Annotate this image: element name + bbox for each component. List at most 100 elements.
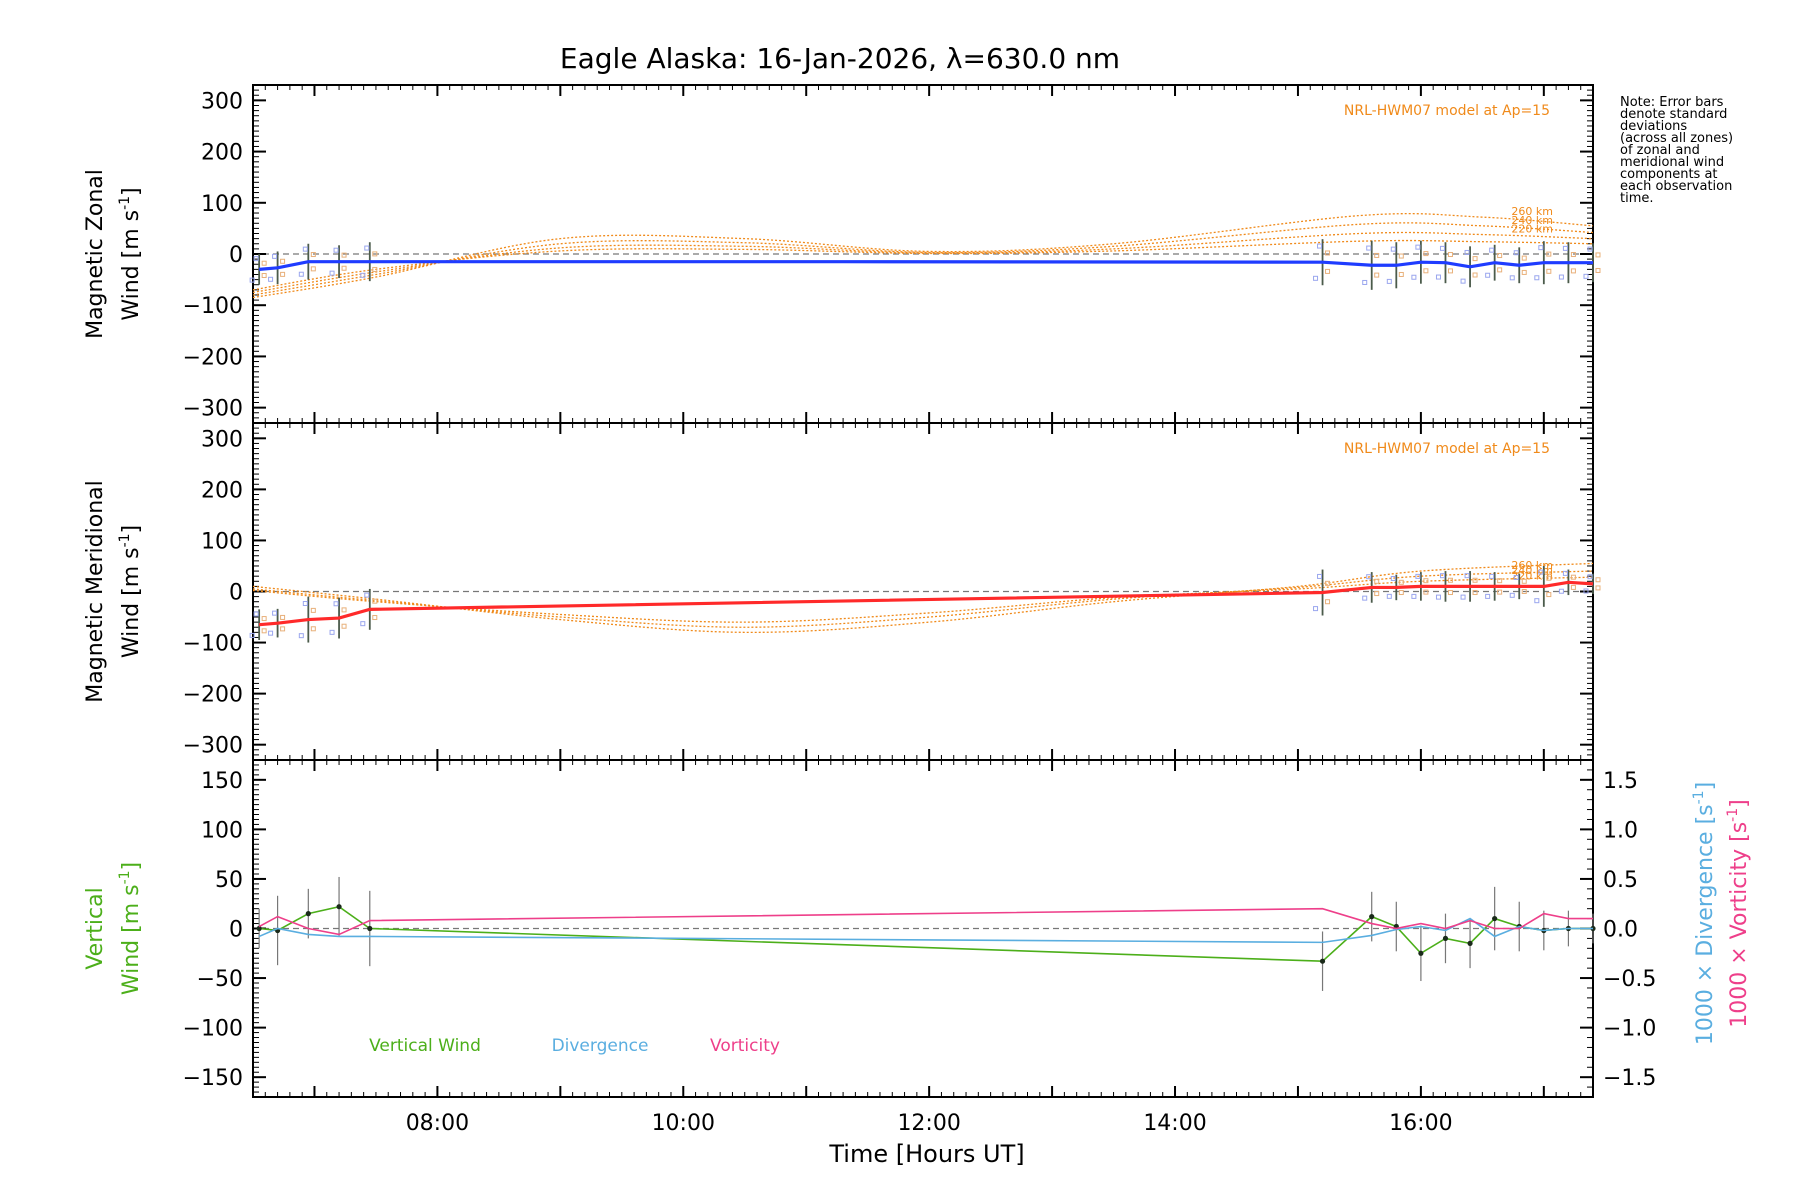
zone-marker bbox=[1411, 593, 1417, 599]
series-line-divergence bbox=[258, 917, 1593, 944]
zone-marker bbox=[1447, 590, 1453, 596]
y-tick-label: −100 bbox=[183, 632, 243, 657]
y-axis-unit: Wind [m s bbox=[119, 210, 144, 321]
x-tick-label: 12:00 bbox=[897, 1111, 960, 1136]
y-tick-label: 0 bbox=[229, 581, 243, 606]
series-line-vertical-wind bbox=[259, 905, 1593, 963]
zone-marker bbox=[302, 246, 308, 252]
zone-marker bbox=[261, 260, 267, 266]
zone-marker bbox=[1509, 275, 1515, 281]
zone-marker bbox=[253, 256, 259, 262]
divergence-axis-label-close: ] bbox=[1693, 782, 1718, 791]
zone-marker bbox=[372, 266, 378, 272]
model-label: NRL-HWM07 model at Ap=15 bbox=[1344, 441, 1550, 457]
note-line: of zonal and bbox=[1620, 143, 1700, 158]
zone-marker bbox=[1390, 246, 1396, 252]
y-axis-label: Magnetic Zonal bbox=[83, 169, 108, 339]
y-tick-label: −100 bbox=[183, 1017, 243, 1042]
zone-marker bbox=[302, 600, 308, 606]
data-point bbox=[1319, 958, 1326, 964]
data-point bbox=[1369, 914, 1375, 920]
zone-marker bbox=[364, 592, 370, 598]
divergence-axis-label: 1000 × Divergence [s-1] bbox=[1691, 782, 1718, 1045]
model-curve-260-km bbox=[252, 562, 1594, 634]
y-tick-label: 100 bbox=[201, 529, 243, 554]
legend-item: Vertical Wind bbox=[369, 1036, 481, 1056]
y-axis-unit-close: ] bbox=[119, 525, 144, 534]
zone-marker bbox=[253, 611, 259, 617]
altitude-label: 260 km bbox=[1511, 205, 1553, 218]
zone-marker bbox=[1460, 594, 1466, 600]
x-tick-label: 10:00 bbox=[652, 1111, 715, 1136]
y-tick-label: 150 bbox=[201, 769, 243, 794]
y-tick-label: 100 bbox=[201, 818, 243, 843]
zone-marker bbox=[1513, 250, 1519, 256]
zone-marker bbox=[310, 266, 316, 272]
zone-marker bbox=[1595, 577, 1601, 583]
zone-marker bbox=[1562, 570, 1568, 576]
zone-marker bbox=[280, 614, 286, 620]
zone-marker bbox=[1558, 588, 1564, 594]
zone-marker bbox=[268, 276, 274, 282]
zone-marker bbox=[261, 273, 267, 279]
note-line: each observation bbox=[1620, 179, 1733, 194]
zone-marker bbox=[1374, 591, 1380, 597]
zone-marker bbox=[1546, 268, 1552, 274]
y-axis-unit: Wind [m s bbox=[119, 547, 144, 658]
zone-marker bbox=[1538, 245, 1544, 251]
zone-marker bbox=[1497, 589, 1503, 595]
zone-marker bbox=[341, 252, 347, 258]
y-tick-label: 200 bbox=[201, 478, 243, 503]
panel-zonal: 300 200 100 0 −100 −200 −300 Magnetic Zonal Wind… bbox=[83, 84, 1601, 424]
y-axis-unit: Wind [m s bbox=[119, 884, 144, 995]
x-axis-label: Time [Hours UT] bbox=[828, 1140, 1024, 1168]
y-axis-label: Vertical bbox=[83, 887, 108, 969]
zone-marker bbox=[360, 272, 366, 278]
data-point bbox=[256, 925, 262, 932]
note-line: time. bbox=[1620, 191, 1654, 206]
zone-marker bbox=[364, 245, 370, 251]
vorticity-axis-label-close: ] bbox=[1727, 799, 1752, 808]
y2-tick-label: 0.0 bbox=[1603, 918, 1638, 943]
zone-marker bbox=[1317, 573, 1323, 579]
y-axis-label-line1: Magnetic Meridional bbox=[83, 480, 108, 702]
zone-marker bbox=[1362, 595, 1368, 601]
chart-panels: 300 200 100 0 −100 −200 −300 Magnetic Zonal Wind… bbox=[83, 84, 1752, 1136]
zone-marker bbox=[310, 607, 316, 613]
zone-marker bbox=[280, 258, 286, 264]
zone-marker bbox=[1587, 246, 1593, 252]
zone-marker bbox=[1534, 275, 1540, 281]
y-tick-label: −200 bbox=[183, 345, 243, 370]
zone-marker bbox=[261, 616, 267, 622]
zone-marker bbox=[1398, 590, 1404, 596]
zone-marker bbox=[1570, 268, 1576, 274]
zone-marker bbox=[1398, 271, 1404, 277]
zone-marker bbox=[1439, 573, 1445, 579]
model-curve-240-km bbox=[252, 570, 1594, 628]
altitude-label: 220 km bbox=[1511, 223, 1553, 236]
legend-item: Vorticity bbox=[710, 1036, 780, 1056]
y-axis-unit-sup: -1 bbox=[117, 870, 133, 884]
y-tick-label: 200 bbox=[201, 141, 243, 166]
zone-marker bbox=[1366, 574, 1372, 580]
zone-marker bbox=[1513, 574, 1519, 580]
y-tick-label: 300 bbox=[201, 427, 243, 452]
zone-marker bbox=[280, 271, 286, 277]
zone-marker bbox=[1485, 272, 1491, 278]
zone-marker bbox=[1587, 574, 1593, 580]
zone-marker bbox=[1447, 577, 1453, 583]
altitude-label: 260 km bbox=[1511, 559, 1553, 572]
zone-marker bbox=[1546, 575, 1552, 581]
divergence-axis-label-text: 1000 × Divergence [s bbox=[1693, 804, 1718, 1045]
divergence-axis-label-sup: -1 bbox=[1691, 790, 1707, 804]
y-axis-unit-close: ] bbox=[119, 187, 144, 196]
y-tick-label: −50 bbox=[197, 967, 243, 992]
zone-marker bbox=[1583, 273, 1589, 279]
y-axis-unit-sup: -1 bbox=[117, 196, 133, 210]
zone-marker bbox=[1374, 578, 1380, 584]
zone-marker bbox=[1485, 593, 1491, 599]
data-point bbox=[367, 925, 373, 932]
zone-marker bbox=[372, 615, 378, 621]
note-line: denote standard bbox=[1620, 107, 1728, 122]
